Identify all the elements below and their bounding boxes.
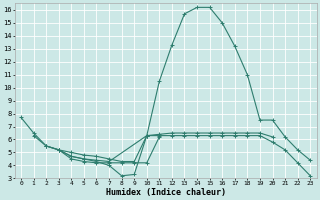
X-axis label: Humidex (Indice chaleur): Humidex (Indice chaleur) (106, 188, 226, 197)
